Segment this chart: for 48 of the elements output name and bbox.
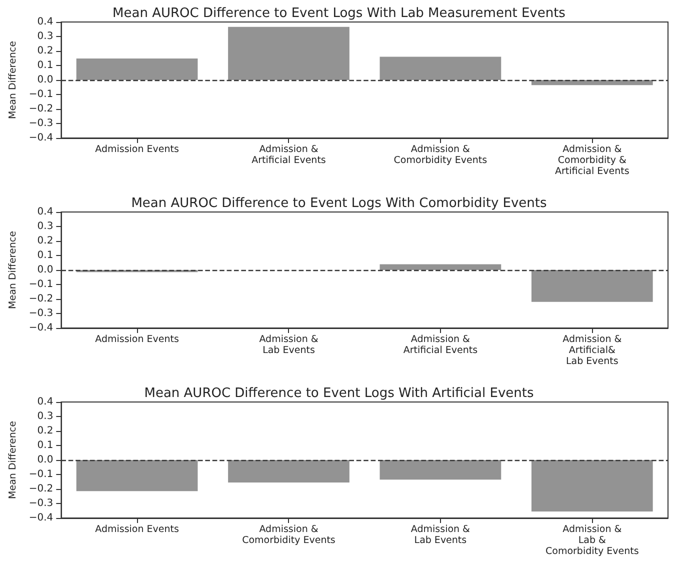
bar bbox=[76, 58, 198, 80]
y-axis-title: Mean Difference bbox=[8, 420, 18, 499]
y-tick-label: 0.1 bbox=[37, 440, 54, 451]
y-tick-label: −0.1 bbox=[28, 279, 54, 290]
x-tick-label: Admission & Comorbidity Events bbox=[394, 144, 488, 166]
chart-title: Mean AUROC Difference to Event Logs With Lab Measurement Events bbox=[112, 6, 566, 21]
chart-title: Mean AUROC Difference to Event Logs With Comorbidity Events bbox=[131, 196, 548, 211]
x-tick-label: Admission Events bbox=[95, 524, 179, 535]
y-tick-label: 0.4 bbox=[37, 16, 54, 28]
bar bbox=[380, 56, 502, 80]
y-tick-label: −0.1 bbox=[28, 469, 54, 480]
y-tick-label: −0.2 bbox=[28, 104, 54, 114]
y-tick-label: 0.2 bbox=[37, 426, 54, 436]
y-axis-title: Mean Difference bbox=[8, 40, 18, 119]
x-tick-label: Admission Events bbox=[95, 144, 179, 155]
x-tick-label: Admission & Lab & Comorbidity Events bbox=[546, 524, 639, 557]
y-tick-label: −0.4 bbox=[28, 132, 54, 144]
y-tick-label: −0.3 bbox=[28, 498, 54, 509]
x-tick-label: Admission & Comorbidity & Artificial Events bbox=[555, 144, 630, 177]
y-tick-label: 0.0 bbox=[37, 264, 54, 276]
y-tick-label: −0.2 bbox=[28, 484, 54, 494]
chart-title: Mean AUROC Difference to Event Logs With Artificial Events bbox=[144, 386, 534, 401]
x-tick-label: Admission & Lab Events bbox=[259, 334, 319, 356]
y-tick-label: 0.2 bbox=[37, 46, 54, 56]
y-tick-label: 0.0 bbox=[37, 74, 54, 86]
x-tick-label: Admission & Artificial& Lab Events bbox=[562, 334, 622, 367]
y-tick-label: −0.3 bbox=[28, 118, 54, 129]
x-tick-label: Admission & Lab Events bbox=[410, 524, 471, 546]
y-tick-label: 0.3 bbox=[37, 31, 54, 42]
y-tick-label: 0.0 bbox=[37, 454, 54, 466]
y-tick-label: 0.4 bbox=[37, 396, 54, 408]
x-tick-label: Admission & Artificial Events bbox=[403, 334, 478, 356]
y-tick-label: 0.2 bbox=[37, 236, 54, 246]
y-tick-label: −0.2 bbox=[28, 294, 54, 304]
y-tick-label: −0.4 bbox=[28, 512, 54, 524]
y-tick-label: 0.3 bbox=[37, 411, 54, 422]
y-tick-label: 0.1 bbox=[37, 60, 54, 71]
y-tick-label: −0.4 bbox=[28, 322, 54, 334]
x-tick-label: Admission & Comorbidity Events bbox=[242, 524, 336, 546]
y-tick-label: 0.4 bbox=[37, 206, 54, 218]
y-tick-label: −0.3 bbox=[28, 308, 54, 319]
bar bbox=[228, 26, 350, 80]
y-axis-title: Mean Difference bbox=[8, 230, 18, 309]
y-tick-label: 0.1 bbox=[37, 250, 54, 261]
x-tick-label: Admission Events bbox=[95, 334, 179, 345]
y-tick-label: 0.3 bbox=[37, 221, 54, 232]
x-tick-label: Admission & Artificial Events bbox=[252, 144, 326, 166]
y-tick-label: −0.1 bbox=[28, 89, 54, 100]
